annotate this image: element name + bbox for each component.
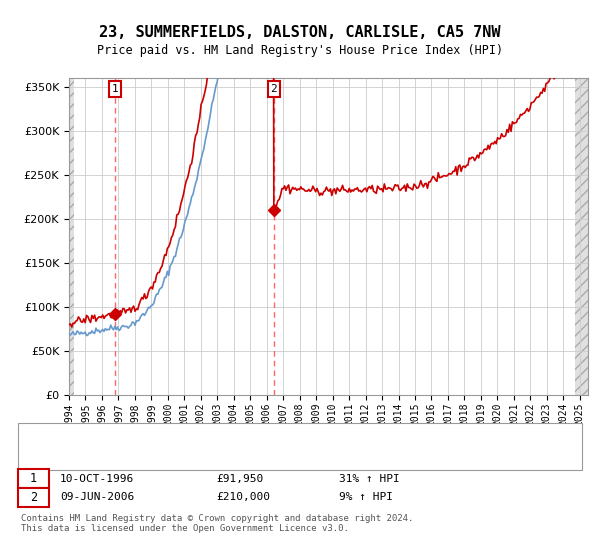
Text: 10-OCT-1996: 10-OCT-1996 (60, 474, 134, 484)
Text: ———: ——— (33, 446, 56, 459)
Text: Contains HM Land Registry data © Crown copyright and database right 2024.
This d: Contains HM Land Registry data © Crown c… (21, 514, 413, 534)
Text: £210,000: £210,000 (216, 492, 270, 502)
Text: 31% ↑ HPI: 31% ↑ HPI (339, 474, 400, 484)
Text: ———: ——— (33, 432, 56, 446)
Text: 1: 1 (112, 84, 118, 94)
Bar (575, 78, 592, 395)
Text: HPI: Average price, detached house, Cumberland: HPI: Average price, detached house, Cumb… (81, 447, 368, 458)
Text: 23, SUMMERFIELDS, DALSTON, CARLISLE, CA5 7NW (detached house): 23, SUMMERFIELDS, DALSTON, CARLISLE, CA5… (81, 434, 462, 444)
Text: 09-JUN-2006: 09-JUN-2006 (60, 492, 134, 502)
Bar (69, 78, 74, 395)
Text: 1: 1 (30, 472, 37, 486)
Text: 23, SUMMERFIELDS, DALSTON, CARLISLE, CA5 7NW: 23, SUMMERFIELDS, DALSTON, CARLISLE, CA5… (99, 25, 501, 40)
Text: Price paid vs. HM Land Registry's House Price Index (HPI): Price paid vs. HM Land Registry's House … (97, 44, 503, 57)
Text: 2: 2 (30, 491, 37, 504)
Text: 9% ↑ HPI: 9% ↑ HPI (339, 492, 393, 502)
Text: £91,950: £91,950 (216, 474, 263, 484)
Text: 2: 2 (271, 84, 277, 94)
